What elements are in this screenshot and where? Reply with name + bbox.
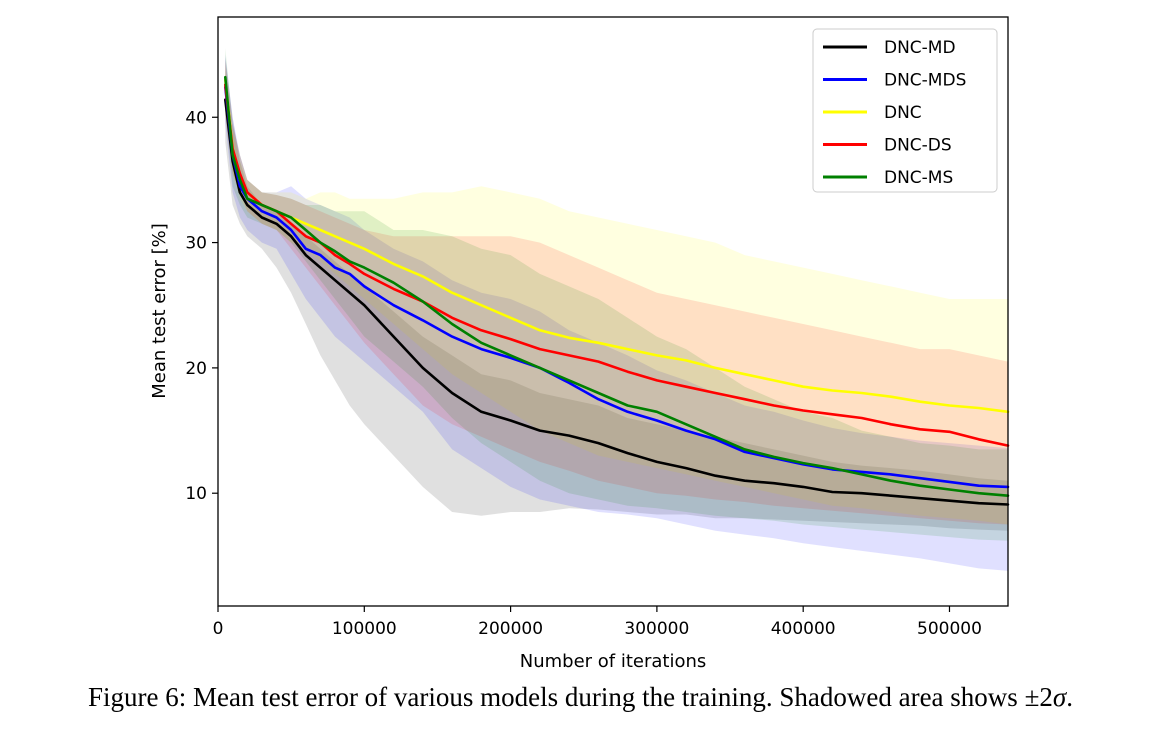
legend-label-dnc-ds: DNC-DS (884, 136, 952, 156)
x-tick-label: 0 (213, 619, 224, 639)
band-dnc-mds (225, 54, 1009, 571)
band-dnc-ds (225, 60, 1009, 525)
line-dnc-ms (224, 75, 1010, 498)
y-tick-label: 20 (185, 359, 207, 379)
caption-text: Figure 6: Mean test error of various mod… (88, 682, 1025, 712)
legend-box (812, 28, 998, 193)
x-tick-label: 400000 (771, 619, 836, 639)
figure-caption: Figure 6: Mean test error of various mod… (0, 682, 1161, 713)
x-tick-label: 300000 (624, 619, 689, 639)
y-tick-label: 30 (185, 234, 207, 254)
legend-label-dnc-mds: DNC-MDS (884, 71, 966, 91)
legend-label-dnc-ms: DNC-MS (884, 168, 953, 188)
legend-label-dnc: DNC (884, 103, 922, 123)
line-dnc-md (224, 98, 1010, 506)
legend: DNC-MD DNC-MDS DNC DNC-DS DNC-MS (812, 28, 998, 193)
line-chart: 0 100000 200000 300000 400000 500000 10 20 30 40… (149, 16, 1010, 672)
caption-plus-minus: ±2 (1024, 682, 1053, 712)
y-tick-label: 10 (185, 484, 207, 504)
band-dnc (225, 67, 1009, 525)
confidence-bands (225, 48, 1009, 571)
plot-frame (217, 16, 1009, 607)
y-axis-label: Mean test error [%] (149, 223, 170, 399)
y-tick-label: 40 (185, 108, 207, 128)
line-dnc-ds (224, 83, 1010, 447)
band-dnc-ms (225, 48, 1009, 541)
x-tick-label: 100000 (332, 619, 397, 639)
legend-label-dnc-md: DNC-MD (884, 38, 956, 58)
x-axis-label: Number of iterations (520, 651, 707, 672)
caption-period: . (1066, 682, 1073, 712)
series-lines (224, 75, 1010, 506)
x-tick-label: 200000 (478, 619, 543, 639)
y-axis-ticks: 10 20 30 40 (185, 108, 218, 504)
caption-sigma: σ (1052, 682, 1067, 712)
band-dnc-md (225, 57, 1009, 531)
x-tick-label: 500000 (917, 619, 982, 639)
x-axis-ticks: 0 100000 200000 300000 400000 500000 (213, 606, 982, 639)
